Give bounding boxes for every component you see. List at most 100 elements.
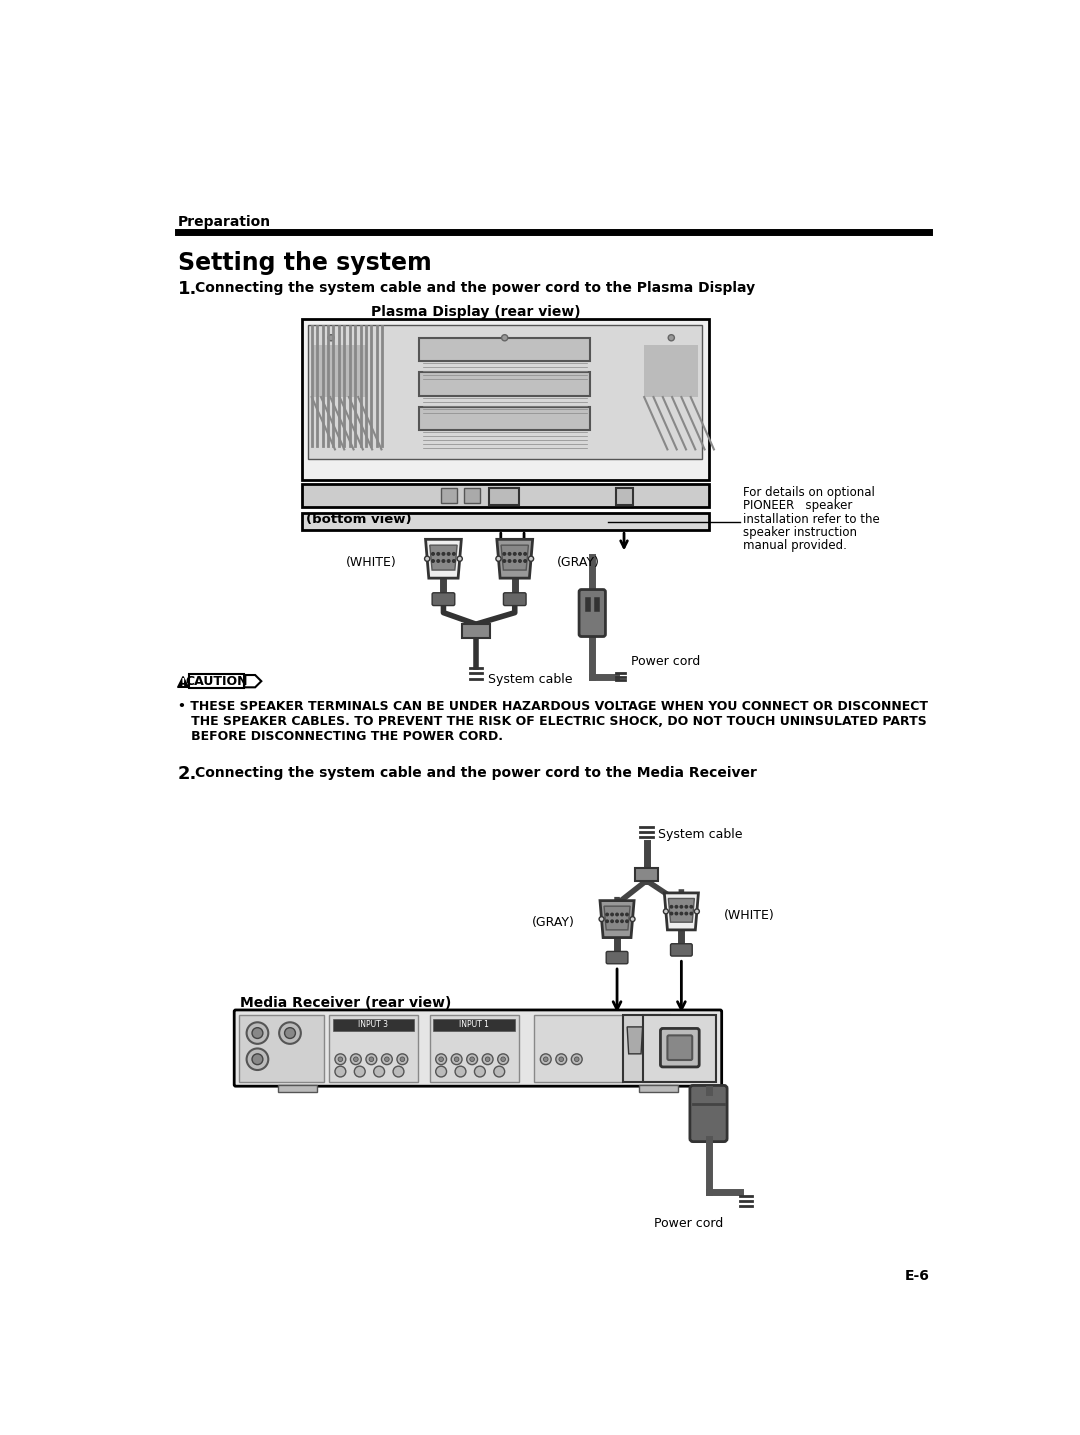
Circle shape: [246, 1049, 268, 1071]
Circle shape: [503, 552, 505, 555]
Text: System cable: System cable: [658, 828, 743, 841]
Text: Setting the system: Setting the system: [177, 251, 431, 274]
Circle shape: [354, 1066, 365, 1076]
Text: 1.: 1.: [177, 280, 197, 298]
Polygon shape: [627, 1027, 643, 1053]
Circle shape: [528, 557, 534, 561]
FancyBboxPatch shape: [441, 488, 457, 504]
Circle shape: [675, 905, 677, 908]
Circle shape: [680, 905, 683, 908]
Circle shape: [518, 560, 522, 563]
Text: Connecting the system cable and the power cord to the Media Receiver: Connecting the system cable and the powe…: [194, 766, 757, 779]
Circle shape: [575, 1058, 579, 1062]
FancyBboxPatch shape: [503, 593, 526, 606]
Circle shape: [246, 1022, 268, 1043]
FancyBboxPatch shape: [579, 590, 606, 637]
FancyBboxPatch shape: [433, 1019, 515, 1030]
Circle shape: [671, 905, 673, 908]
Circle shape: [680, 913, 683, 914]
Circle shape: [606, 913, 608, 916]
Circle shape: [513, 560, 516, 563]
Circle shape: [625, 920, 629, 923]
Circle shape: [432, 560, 434, 563]
Circle shape: [435, 1053, 446, 1065]
Circle shape: [369, 1058, 374, 1062]
Circle shape: [496, 557, 501, 561]
FancyBboxPatch shape: [643, 1015, 716, 1082]
Circle shape: [559, 1058, 564, 1062]
FancyBboxPatch shape: [464, 488, 480, 504]
Circle shape: [451, 1053, 462, 1065]
Text: E-6: E-6: [905, 1270, 930, 1283]
Circle shape: [424, 557, 430, 561]
Text: (WHITE): (WHITE): [347, 557, 397, 570]
Circle shape: [675, 913, 677, 914]
FancyBboxPatch shape: [606, 951, 627, 964]
FancyBboxPatch shape: [333, 1019, 414, 1030]
FancyBboxPatch shape: [635, 868, 658, 881]
Text: BEFORE DISCONNECTING THE POWER CORD.: BEFORE DISCONNECTING THE POWER CORD.: [177, 730, 502, 743]
FancyBboxPatch shape: [279, 1085, 318, 1092]
FancyBboxPatch shape: [301, 514, 708, 531]
Circle shape: [524, 552, 526, 555]
Polygon shape: [497, 540, 532, 578]
Text: !: !: [180, 679, 186, 689]
Circle shape: [353, 1058, 359, 1062]
Circle shape: [435, 1066, 446, 1076]
FancyBboxPatch shape: [623, 1015, 670, 1082]
Circle shape: [397, 1053, 408, 1065]
Circle shape: [540, 1053, 551, 1065]
Polygon shape: [650, 1027, 666, 1053]
FancyBboxPatch shape: [234, 1010, 721, 1086]
Circle shape: [381, 1053, 392, 1065]
Text: • THESE SPEAKER TERMINALS CAN BE UNDER HAZARDOUS VOLTAGE WHEN YOU CONNECT OR DIS: • THESE SPEAKER TERMINALS CAN BE UNDER H…: [177, 700, 928, 713]
Circle shape: [467, 1053, 477, 1065]
Circle shape: [338, 1058, 342, 1062]
Circle shape: [474, 1066, 485, 1076]
FancyBboxPatch shape: [419, 408, 590, 430]
Polygon shape: [501, 545, 528, 570]
FancyBboxPatch shape: [312, 346, 366, 397]
FancyBboxPatch shape: [690, 1085, 727, 1142]
Text: INPUT 3: INPUT 3: [357, 1020, 388, 1029]
FancyBboxPatch shape: [239, 1015, 324, 1082]
Circle shape: [690, 905, 692, 908]
Circle shape: [453, 552, 455, 555]
Text: PIONEER   speaker: PIONEER speaker: [743, 499, 853, 512]
Circle shape: [599, 917, 604, 921]
Circle shape: [669, 334, 674, 342]
Circle shape: [611, 913, 613, 916]
FancyBboxPatch shape: [671, 944, 692, 956]
Circle shape: [442, 560, 445, 563]
Circle shape: [384, 1058, 389, 1062]
FancyBboxPatch shape: [328, 1015, 418, 1082]
Circle shape: [252, 1053, 262, 1065]
Circle shape: [503, 560, 505, 563]
FancyBboxPatch shape: [432, 593, 455, 606]
Text: CAUTION: CAUTION: [185, 674, 247, 687]
Polygon shape: [669, 898, 694, 923]
Circle shape: [482, 1053, 494, 1065]
Text: 2.: 2.: [177, 765, 197, 784]
Text: System cable: System cable: [488, 673, 572, 686]
Text: (GRAY): (GRAY): [531, 917, 575, 930]
Text: Preparation: Preparation: [177, 215, 271, 228]
Polygon shape: [177, 676, 189, 687]
Polygon shape: [600, 901, 634, 937]
Circle shape: [556, 1053, 567, 1065]
Text: manual provided.: manual provided.: [743, 538, 847, 551]
Circle shape: [571, 1053, 582, 1065]
FancyBboxPatch shape: [661, 1029, 699, 1068]
Circle shape: [630, 917, 635, 921]
Circle shape: [438, 1058, 444, 1062]
Polygon shape: [664, 893, 699, 930]
FancyBboxPatch shape: [419, 373, 590, 396]
Circle shape: [501, 334, 508, 342]
Circle shape: [393, 1066, 404, 1076]
Circle shape: [279, 1022, 301, 1043]
FancyBboxPatch shape: [301, 319, 708, 481]
Circle shape: [663, 908, 669, 914]
Circle shape: [494, 1066, 504, 1076]
Circle shape: [366, 1053, 377, 1065]
Circle shape: [437, 560, 440, 563]
